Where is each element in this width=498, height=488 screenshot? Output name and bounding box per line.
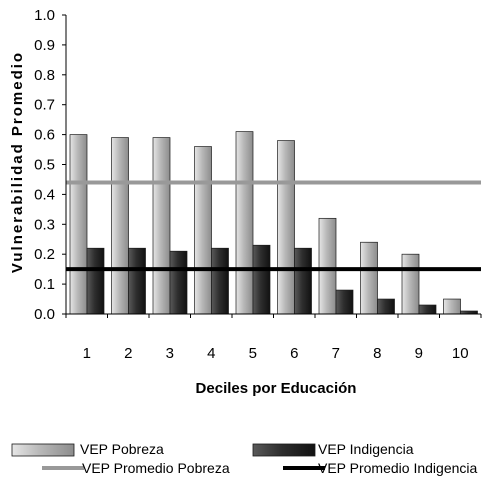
bar — [69, 134, 88, 315]
bar — [252, 244, 271, 315]
x-tick-label: 7 — [332, 345, 340, 362]
x-tick-label: 6 — [290, 345, 298, 362]
y-tick-label: 0.8 — [34, 67, 55, 84]
y-tick-label: 0.5 — [34, 157, 55, 174]
bar — [128, 247, 146, 315]
y-tick-label: 0.9 — [34, 37, 55, 54]
x-tick-label: 1 — [83, 345, 91, 362]
bar — [377, 298, 395, 315]
bar — [235, 131, 254, 315]
legend-label: VEP Pobreza — [80, 441, 164, 457]
legend-label: VEP Indigencia — [318, 441, 414, 457]
x-axis-title: Deciles por Educación — [196, 380, 357, 397]
bar — [443, 298, 461, 315]
plot-area: 0.0 0.1 0.2 0.3 0.4 0.5 0.6 0.7 0.8 0.9 1.0 1 2 3 4 5 6 7… — [34, 7, 482, 362]
bar — [152, 137, 171, 315]
y-tick-label: 0.4 — [34, 186, 55, 203]
y-axis-title: Vulnerabilidad Promedio — [9, 51, 26, 273]
bar — [294, 247, 312, 315]
bar — [211, 247, 229, 315]
legend-swatch — [252, 443, 316, 457]
legend-label: VEP Promedio Pobreza — [82, 460, 230, 476]
bar — [169, 250, 188, 315]
bar — [360, 241, 378, 315]
y-tick-label: 0.2 — [34, 246, 55, 263]
y-tick-label: 0.1 — [34, 276, 55, 293]
y-tick-label: 1.0 — [34, 7, 55, 24]
x-tick-label: 10 — [452, 345, 469, 362]
bar — [335, 289, 354, 315]
y-tick-label: 0.3 — [34, 216, 55, 233]
y-tick-label: 0.6 — [34, 127, 55, 144]
legend-label: VEP Promedio Indigencia — [318, 460, 477, 476]
legend: VEP Pobreza VEP Indigencia VEP Promedio Po… — [11, 441, 477, 476]
bar — [277, 140, 295, 315]
bar — [86, 247, 105, 315]
bar — [418, 304, 437, 315]
x-tick-label: 3 — [166, 345, 174, 362]
x-tick-label: 9 — [415, 345, 423, 362]
bar — [111, 137, 129, 315]
legend-swatch — [11, 443, 75, 457]
bar — [194, 146, 212, 315]
bar — [401, 253, 420, 315]
bar — [318, 217, 337, 315]
x-tick-label: 2 — [124, 345, 132, 362]
x-tick-label: 5 — [249, 345, 257, 362]
y-tick-label: 0.7 — [34, 97, 55, 114]
y-tick-label: 0.0 — [34, 306, 55, 323]
x-tick-label: 8 — [373, 345, 381, 362]
x-tick-label: 4 — [207, 345, 215, 362]
